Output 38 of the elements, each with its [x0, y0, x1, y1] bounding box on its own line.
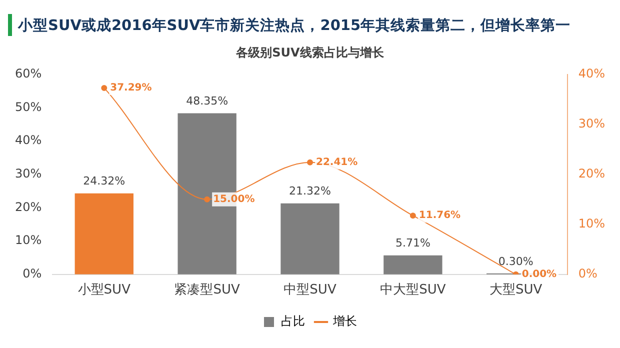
y-tick-label: 10%	[15, 233, 42, 248]
x-tick-label: 中型SUV	[284, 282, 336, 298]
y-tick-label: 60%	[15, 66, 42, 81]
y2-tick-label: 30%	[578, 116, 605, 131]
data-label: 24.32%	[83, 174, 126, 188]
data-label: 11.76%	[418, 210, 461, 222]
data-label: 48.35%	[186, 94, 228, 108]
point	[101, 84, 108, 91]
x-tick-label: 中大型SUV	[380, 282, 446, 298]
point	[204, 196, 210, 202]
data-label: 15.00%	[213, 194, 255, 205]
y-tick-label: 50%	[15, 100, 42, 114]
y2-tick-label: 0%	[578, 266, 598, 281]
legend-label: 占比	[281, 314, 305, 328]
legend-label: 增长	[332, 314, 357, 328]
bar	[280, 203, 340, 274]
chart-title: 小型SUV或成2016年SUV车市新关注热点，2015年其线索量第二，但增长率第一	[18, 16, 571, 34]
data-label: 5.71%	[395, 236, 430, 250]
y-tick-label: 30%	[15, 166, 42, 181]
y-tick-label: 20%	[15, 200, 42, 214]
data-label: 0.00%	[522, 268, 557, 280]
y2-tick-label: 40%	[578, 66, 605, 81]
y-tick-label: 40%	[15, 133, 42, 148]
bar	[74, 193, 134, 274]
data-label: 22.41%	[316, 156, 358, 168]
y2-tick-label: 10%	[578, 216, 605, 231]
bar	[384, 255, 442, 274]
y-tick-label: 0%	[22, 266, 42, 281]
point	[410, 212, 416, 219]
x-tick-label: 小型SUV	[78, 282, 131, 298]
chart-subtitle: 各级别SUV线索占比与增长	[235, 45, 385, 60]
data-label: 0.30%	[498, 254, 534, 268]
x-tick-label: 紧凑型SUV	[174, 282, 240, 298]
data-label: 21.32%	[289, 184, 331, 198]
data-label: 37.29%	[110, 82, 152, 94]
y2-tick-label: 20%	[578, 166, 605, 181]
x-tick-label: 大型SUV	[490, 282, 542, 298]
point	[307, 159, 313, 166]
